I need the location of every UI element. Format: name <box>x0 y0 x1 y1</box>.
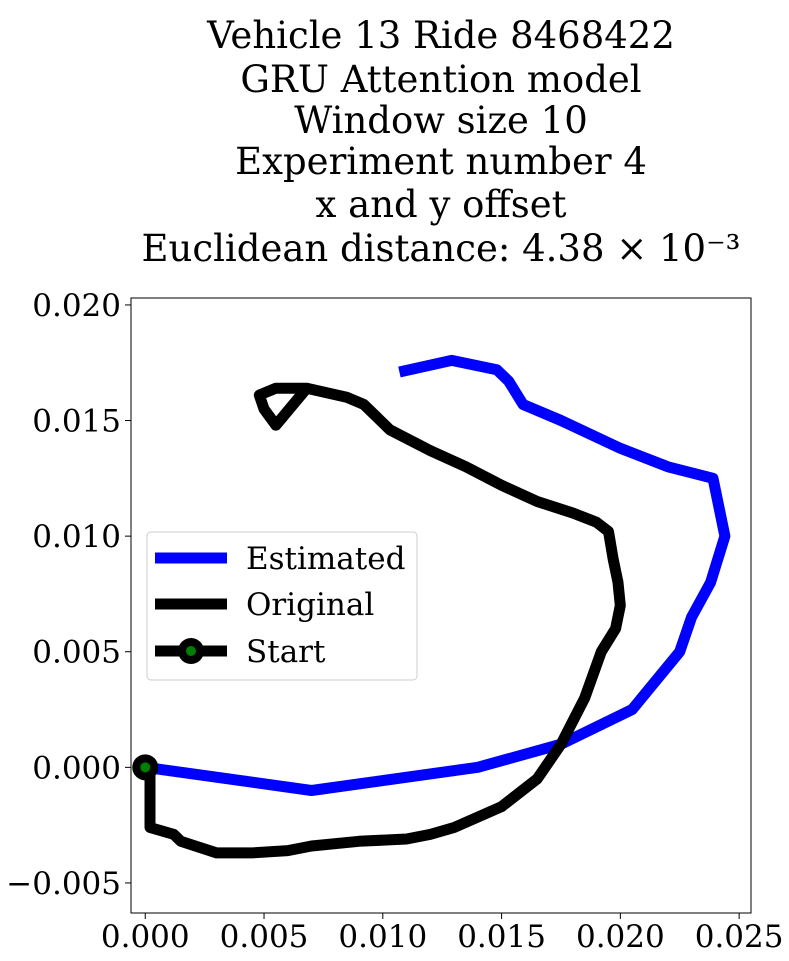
legend-label-start: Start <box>246 634 326 670</box>
axes-frame <box>130 297 752 914</box>
y-tick-label: 0.010 <box>32 519 121 555</box>
y-tick-label: 0.000 <box>32 750 121 786</box>
legend: Estimated Original Start <box>146 531 418 681</box>
legend-start-marker-center <box>186 646 196 656</box>
series-line-original <box>140 382 626 859</box>
title-line-6: Euclidean distance: 4.38 × 10⁻³ <box>142 227 741 270</box>
x-tick-label: 0.020 <box>576 919 665 955</box>
y-tick-label: −0.005 <box>6 866 121 902</box>
plot-area <box>132 354 731 859</box>
title-line-4: Experiment number 4 <box>235 140 647 183</box>
title-line-3: Window size 10 <box>294 99 588 142</box>
y-tick-label: 0.020 <box>32 288 121 324</box>
x-tick-label: 0.015 <box>457 919 546 955</box>
series-line-estimated <box>144 354 731 796</box>
legend-label-original: Original <box>246 587 374 623</box>
y-axis: −0.005 0.000 0.005 0.010 0.015 0.020 <box>6 288 131 902</box>
y-tick-label: 0.005 <box>32 635 121 671</box>
title-line-2: GRU Attention model <box>240 58 641 101</box>
y-tick-label: 0.015 <box>32 404 121 440</box>
legend-box <box>146 531 418 681</box>
x-tick-label: 0.010 <box>338 919 427 955</box>
title-line-1: Vehicle 13 Ride 8468422 <box>206 14 675 57</box>
title-line-5: x and y offset <box>316 183 567 226</box>
x-tick-label: 0.005 <box>220 919 309 955</box>
legend-label-estimated: Estimated <box>246 541 405 577</box>
x-tick-label: 0.000 <box>101 919 190 955</box>
x-axis: 0.000 0.005 0.010 0.015 0.020 0.025 <box>101 913 784 955</box>
x-tick-label: 0.025 <box>695 919 784 955</box>
start-marker-center <box>140 762 151 773</box>
